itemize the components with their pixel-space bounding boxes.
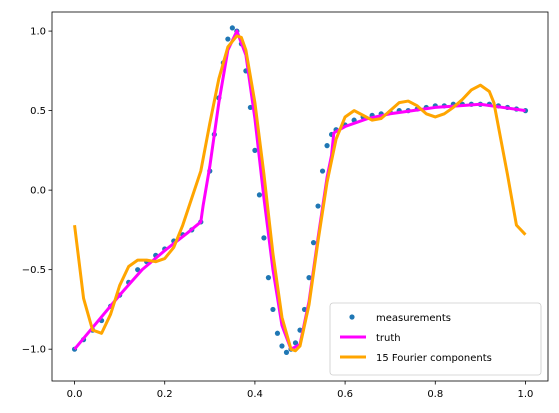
- scatter-point: [324, 143, 330, 149]
- x-tick-label: 0.2: [157, 389, 173, 400]
- y-tick-label: 0.5: [30, 106, 46, 117]
- line-series-2: [73, 34, 527, 353]
- scatter-point: [270, 306, 276, 313]
- y-tick-label: −0.5: [22, 265, 46, 276]
- scatter-point: [310, 240, 317, 246]
- scatter-point: [256, 192, 263, 198]
- x-tick-label: 1.0: [518, 389, 534, 400]
- axes: 0.0 0.2 0.4 0.6 0.8 1.0 −1.0 −0.5 0.0 0.5 1.0: [22, 11, 549, 400]
- scatter-point: [292, 340, 299, 346]
- axes-frame: [51, 11, 549, 382]
- legend-marker-0: [349, 314, 355, 320]
- legend: measurements truth 15 Fourier components: [329, 302, 542, 376]
- scatter-point: [279, 343, 285, 349]
- scatter-point: [315, 203, 321, 209]
- legend-label-2: 15 Fourier components: [376, 353, 492, 364]
- scatter-point: [319, 168, 326, 174]
- line-series-1: [73, 29, 526, 351]
- x-tick-label: 0.0: [67, 389, 83, 400]
- scatter-point: [274, 330, 281, 336]
- legend-label-0: measurements: [376, 313, 451, 324]
- scatter-point: [265, 275, 272, 281]
- y-tick-label: 0.0: [30, 186, 46, 197]
- scatter-point: [306, 275, 312, 281]
- scatter-point: [283, 349, 290, 355]
- x-tick-label: 0.6: [337, 389, 353, 400]
- scatter-point: [252, 147, 258, 153]
- x-tick-label: 0.4: [247, 389, 263, 400]
- scatter-point: [225, 36, 231, 42]
- scatter-point: [229, 25, 235, 31]
- y-tick-label: 1.0: [30, 27, 46, 38]
- y-tick-label: −1.0: [22, 345, 46, 356]
- scatter-point: [261, 235, 267, 241]
- scatter-point: [135, 267, 141, 273]
- plot-area: [71, 25, 529, 355]
- legend-box: [329, 302, 542, 376]
- legend-label-1: truth: [376, 333, 401, 344]
- x-tick-label: 0.8: [427, 389, 443, 400]
